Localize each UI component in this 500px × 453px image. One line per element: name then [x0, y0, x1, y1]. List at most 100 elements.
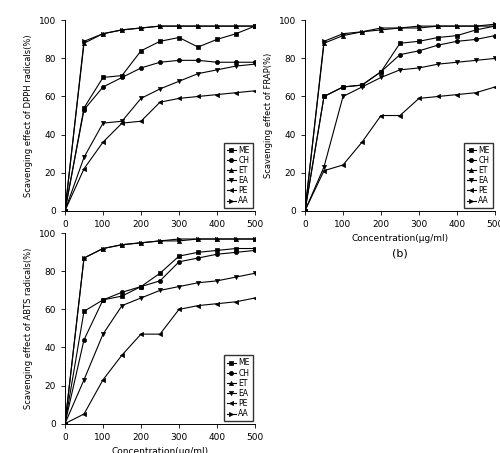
PE	[81, 166, 87, 172]
ME	[100, 297, 106, 303]
PE	[62, 208, 68, 213]
ME	[233, 246, 239, 251]
Line: ET: ET	[63, 237, 257, 426]
ET	[62, 421, 68, 426]
ME	[359, 82, 365, 88]
EA	[397, 67, 403, 72]
CH	[435, 43, 441, 48]
CH	[454, 39, 460, 44]
PE	[397, 113, 403, 118]
PE	[195, 303, 201, 308]
CH	[119, 289, 125, 295]
ET	[378, 27, 384, 33]
AA	[473, 24, 479, 29]
ET	[252, 24, 258, 29]
AA	[378, 25, 384, 31]
Legend: ME, CH, ET, EA, PE, AA: ME, CH, ET, EA, PE, AA	[464, 143, 492, 208]
PE	[119, 120, 125, 126]
ME	[62, 421, 68, 426]
PE	[100, 140, 106, 145]
EA	[416, 65, 422, 71]
CH	[416, 48, 422, 53]
CH	[138, 284, 144, 289]
EA	[454, 59, 460, 65]
AA	[81, 255, 87, 261]
ET	[138, 240, 144, 246]
ME	[214, 248, 220, 253]
AA	[62, 208, 68, 213]
ET	[62, 208, 68, 213]
PE	[138, 332, 144, 337]
EA	[233, 275, 239, 280]
CH	[252, 248, 258, 253]
EA	[252, 270, 258, 276]
AA	[321, 39, 327, 44]
ME	[473, 27, 479, 33]
AA	[138, 25, 144, 31]
EA	[62, 208, 68, 213]
ET	[119, 242, 125, 247]
PE	[252, 88, 258, 93]
EA	[195, 280, 201, 285]
ME	[195, 250, 201, 255]
ET	[100, 246, 106, 251]
CH	[138, 65, 144, 71]
PE	[492, 84, 498, 90]
Text: (b): (b)	[392, 249, 408, 259]
Legend: ME, CH, ET, EA, PE, AA: ME, CH, ET, EA, PE, AA	[224, 143, 252, 208]
ME	[119, 73, 125, 78]
AA	[100, 246, 106, 251]
EA	[195, 71, 201, 77]
ME	[252, 24, 258, 29]
CH	[397, 52, 403, 58]
EA	[473, 58, 479, 63]
ME	[340, 84, 346, 90]
PE	[473, 90, 479, 96]
ET	[157, 238, 163, 244]
EA	[492, 56, 498, 61]
Line: PE: PE	[63, 296, 257, 426]
ME	[321, 94, 327, 99]
EA	[119, 303, 125, 308]
ET	[252, 236, 258, 242]
ET	[214, 236, 220, 242]
ME	[416, 39, 422, 44]
CH	[473, 37, 479, 42]
ME	[302, 208, 308, 213]
EA	[100, 120, 106, 126]
ET	[492, 24, 498, 29]
PE	[214, 301, 220, 306]
PE	[195, 94, 201, 99]
EA	[100, 332, 106, 337]
AA	[435, 24, 441, 29]
CH	[302, 208, 308, 213]
CH	[195, 58, 201, 63]
ME	[252, 246, 258, 251]
EA	[214, 278, 220, 284]
PE	[157, 100, 163, 105]
Line: ET: ET	[63, 24, 257, 213]
AA	[252, 24, 258, 29]
AA	[62, 421, 68, 426]
ET	[100, 31, 106, 36]
ET	[214, 24, 220, 29]
ET	[435, 24, 441, 29]
PE	[119, 352, 125, 358]
ME	[492, 24, 498, 29]
CH	[100, 297, 106, 303]
EA	[157, 288, 163, 293]
Line: ME: ME	[303, 24, 497, 213]
CH	[157, 59, 163, 65]
Line: AA: AA	[63, 24, 257, 213]
Line: EA: EA	[303, 56, 497, 213]
EA	[233, 63, 239, 69]
X-axis label: Concentration(μg/ml): Concentration(μg/ml)	[352, 234, 448, 243]
AA	[233, 24, 239, 29]
AA	[252, 236, 258, 242]
ME	[214, 37, 220, 42]
PE	[176, 307, 182, 312]
AA	[138, 240, 144, 246]
ET	[397, 25, 403, 31]
ET	[340, 33, 346, 39]
Line: EA: EA	[63, 271, 257, 426]
